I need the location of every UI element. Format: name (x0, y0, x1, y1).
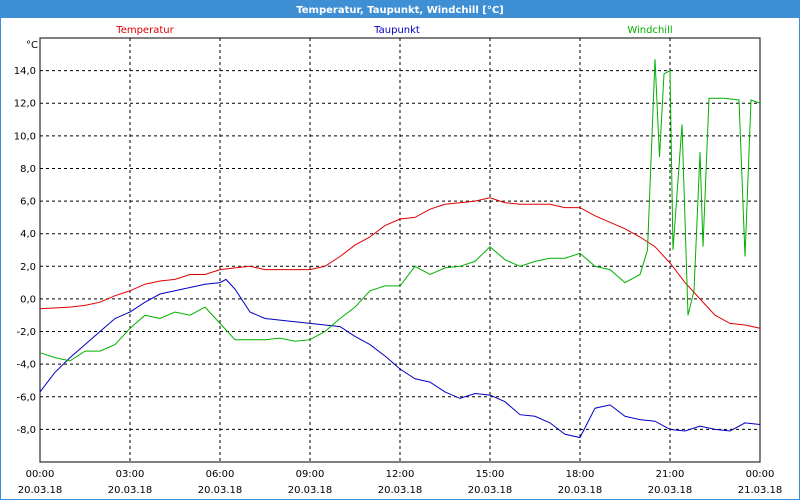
x-tick-label: 21:00 (656, 469, 685, 480)
y-tick-label: -4,0 (16, 360, 36, 371)
title-bar (0, 0, 800, 18)
x-tick-date: 20.03.18 (108, 485, 153, 496)
x-tick-date: 20.03.18 (378, 485, 423, 496)
series-line (39, 197, 761, 329)
x-tick-label: 06:00 (206, 469, 235, 480)
y-tick-label: -2,0 (16, 327, 36, 338)
y-tick-label: 8,0 (20, 164, 36, 175)
y-tick-label: -8,0 (16, 425, 36, 436)
y-unit: °C (26, 40, 38, 51)
x-tick-date: 20.03.18 (468, 485, 513, 496)
chart-title: Temperatur, Taupunkt, Windchill [°C] (296, 5, 504, 16)
series-line (39, 59, 761, 362)
x-tick-date: 20.03.18 (198, 485, 243, 496)
x-tick-label: 00:00 (26, 469, 55, 480)
y-tick-label: 6,0 (20, 197, 36, 208)
x-tick-date: 20.03.18 (648, 485, 693, 496)
legend-label: Taupunkt (373, 25, 420, 36)
series-line (39, 278, 761, 439)
x-tick-date: 20.03.18 (288, 485, 333, 496)
y-tick-label: -6,0 (16, 392, 36, 403)
x-tick-label: 00:00 (746, 469, 775, 480)
y-tick-label: 2,0 (20, 262, 36, 273)
x-tick-date: 20.03.18 (18, 485, 63, 496)
legend-label: Windchill (627, 25, 672, 36)
legend-label: Temperatur (115, 25, 174, 36)
x-tick-label: 09:00 (296, 469, 325, 480)
y-tick-label: 0,0 (20, 294, 36, 305)
y-tick-label: 10,0 (14, 131, 36, 142)
y-tick-label: 12,0 (14, 99, 36, 110)
x-tick-label: 15:00 (476, 469, 505, 480)
x-tick-label: 12:00 (386, 469, 415, 480)
x-tick-date: 20.03.18 (558, 485, 603, 496)
x-tick-label: 18:00 (566, 469, 595, 480)
x-tick-date: 21.03.18 (738, 485, 783, 496)
y-tick-label: 4,0 (20, 229, 36, 240)
x-tick-label: 03:00 (116, 469, 145, 480)
y-tick-label: 14,0 (14, 66, 36, 77)
